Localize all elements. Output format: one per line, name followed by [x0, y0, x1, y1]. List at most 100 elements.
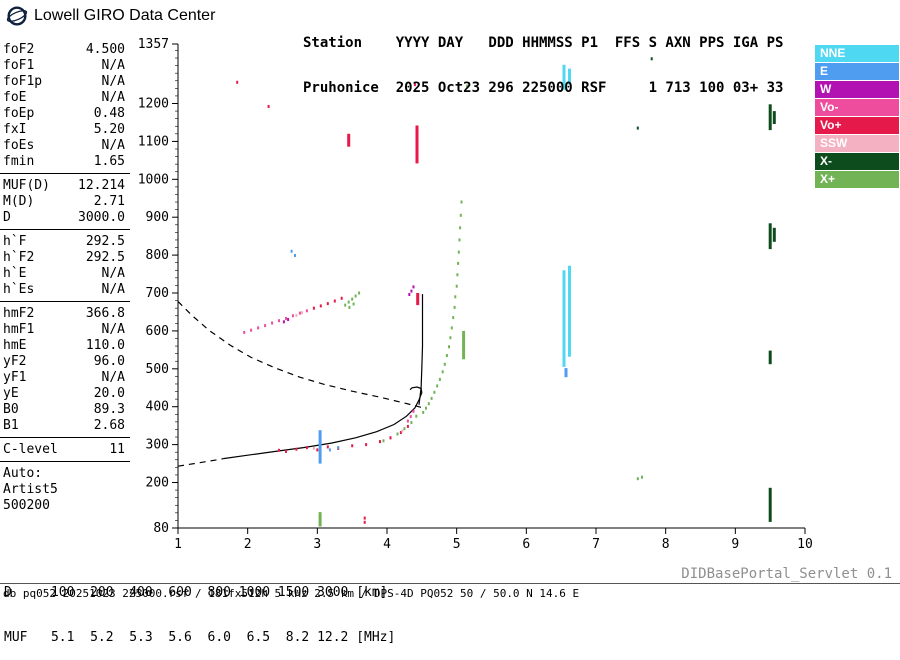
- parameter-label: foF1: [3, 58, 35, 73]
- parameter-label: fmin: [3, 154, 35, 169]
- parameter-row: yF2 96.0: [0, 354, 130, 370]
- parameter-row: M(D) 2.71: [0, 194, 130, 210]
- svg-text:1357: 1357: [138, 37, 169, 52]
- svg-text:300: 300: [146, 438, 169, 453]
- parameter-value: 89.3: [93, 402, 125, 417]
- svg-text:400: 400: [146, 400, 169, 415]
- station-header-columns: Station YYYY DAY DDD HHMMSS P1 FFS S AXN…: [303, 35, 784, 51]
- parameter-row: h`F 292.5: [0, 234, 130, 250]
- parameter-value: 1.65: [93, 154, 125, 169]
- svg-text:10: 10: [797, 537, 813, 552]
- parameter-row: C-level 11: [0, 442, 130, 458]
- svg-text:1: 1: [174, 537, 182, 552]
- svg-text:900: 900: [146, 210, 169, 225]
- parameter-row: B0 89.3: [0, 402, 130, 418]
- parameter-row: h`F2 292.5: [0, 250, 130, 266]
- legend-item-e: E: [815, 63, 899, 80]
- parameter-row: MUF(D) 12.214: [0, 178, 130, 194]
- legend-item-w: W: [815, 81, 899, 98]
- station-header: Station YYYY DAY DDD HHMMSS P1 FFS S AXN…: [303, 6, 783, 111]
- svg-text:4: 4: [383, 537, 391, 552]
- parameter-row: foF1p N/A: [0, 74, 130, 90]
- svg-text:600: 600: [146, 324, 169, 339]
- svg-text:6: 6: [522, 537, 530, 552]
- legend-item-vom: Vo-: [815, 99, 899, 116]
- parameter-label: 500200: [3, 498, 50, 513]
- parameter-label: foEs: [3, 138, 35, 153]
- parameter-value: N/A: [101, 58, 125, 73]
- parameter-row: D 3000.0: [0, 210, 130, 226]
- parameter-label: h`E: [3, 266, 27, 281]
- parameter-value: 110.0: [85, 338, 125, 353]
- brand-title: Lowell GIRO Data Center: [34, 7, 216, 24]
- parameter-row: fmin 1.65: [0, 154, 130, 170]
- parameter-value: 2.71: [93, 194, 125, 209]
- svg-text:7: 7: [592, 537, 600, 552]
- parameter-label: yF1: [3, 370, 27, 385]
- parameter-row: h`E N/A: [0, 266, 130, 282]
- parameter-label: B0: [3, 402, 19, 417]
- panel-divider: [0, 461, 130, 462]
- parameter-label: yF2: [3, 354, 27, 369]
- parameter-value: N/A: [101, 322, 125, 337]
- station-header-values: Pruhonice 2025 Oct23 296 225000 RSF 1 71…: [303, 80, 784, 96]
- parameter-row: fxI 5.20: [0, 122, 130, 138]
- parameter-value: N/A: [101, 266, 125, 281]
- parameter-label: foF1p: [3, 74, 43, 89]
- parameter-value: N/A: [101, 138, 125, 153]
- parameter-label: MUF(D): [3, 178, 50, 193]
- svg-text:500: 500: [146, 362, 169, 377]
- svg-text:700: 700: [146, 286, 169, 301]
- svg-text:3: 3: [313, 537, 321, 552]
- legend-item-xp: X+: [815, 171, 899, 188]
- parameter-label: D: [3, 210, 11, 225]
- svg-text:8: 8: [662, 537, 670, 552]
- parameter-value: N/A: [101, 282, 125, 297]
- parameter-value: 3000.0: [78, 210, 125, 225]
- legend-item-xm: X-: [815, 153, 899, 170]
- parameter-label: h`F: [3, 234, 27, 249]
- svg-text:1200: 1200: [138, 97, 169, 112]
- svg-text:2: 2: [244, 537, 252, 552]
- svg-text:9: 9: [731, 537, 739, 552]
- parameter-label: h`F2: [3, 250, 35, 265]
- muf-row: MUF 5.1 5.2 5.3 5.6 6.0 6.5 8.2 12.2 [MH…: [4, 630, 396, 645]
- parameter-value: 5.20: [93, 122, 125, 137]
- svg-text:1100: 1100: [138, 134, 169, 149]
- footer-divider: [0, 583, 900, 584]
- parameter-row: 500200: [0, 498, 130, 514]
- parameter-row: hmE 110.0: [0, 338, 130, 354]
- parameter-row: foEs N/A: [0, 138, 130, 154]
- parameter-value: 11: [109, 442, 125, 457]
- svg-text:800: 800: [146, 248, 169, 263]
- parameter-value: 4.500: [85, 42, 125, 57]
- ionogram-plot: 8020030040050060070080090010001100120013…: [138, 37, 813, 552]
- parameter-row: Artist5: [0, 482, 130, 498]
- parameter-value: 292.5: [85, 234, 125, 249]
- panel-divider: [0, 229, 130, 230]
- parameter-label: foEp: [3, 106, 35, 121]
- parameter-row: foEp 0.48: [0, 106, 130, 122]
- servlet-version: DIDBasePortal_Servlet 0.1: [681, 566, 892, 582]
- svg-text:80: 80: [153, 521, 169, 536]
- distance-row: D 100 200 400 600 800 1000 1500 3000 [km…: [4, 585, 388, 600]
- parameter-label: Auto:: [3, 466, 43, 481]
- parameter-value: N/A: [101, 370, 125, 385]
- parameter-value: 12.214: [78, 178, 125, 193]
- record-info: db pq052 20251023 225000.rsf / 181fx512h…: [3, 587, 580, 600]
- parameter-value: N/A: [101, 74, 125, 89]
- parameter-label: hmF1: [3, 322, 35, 337]
- parameter-row: B1 2.68: [0, 418, 130, 434]
- legend-item-vop: Vo+: [815, 117, 899, 134]
- parameter-row: foF2 4.500: [0, 42, 130, 58]
- parameter-value: 2.68: [93, 418, 125, 433]
- parameter-value: 20.0: [93, 386, 125, 401]
- parameter-label: foE: [3, 90, 27, 105]
- parameter-row: Auto:: [0, 466, 130, 482]
- parameter-label: C-level: [3, 442, 58, 457]
- legend-item-nne: NNE: [815, 45, 899, 62]
- parameter-label: B1: [3, 418, 19, 433]
- parameter-label: hmF2: [3, 306, 35, 321]
- parameter-value: 366.8: [85, 306, 125, 321]
- legend-item-ssw: SSW: [815, 135, 899, 152]
